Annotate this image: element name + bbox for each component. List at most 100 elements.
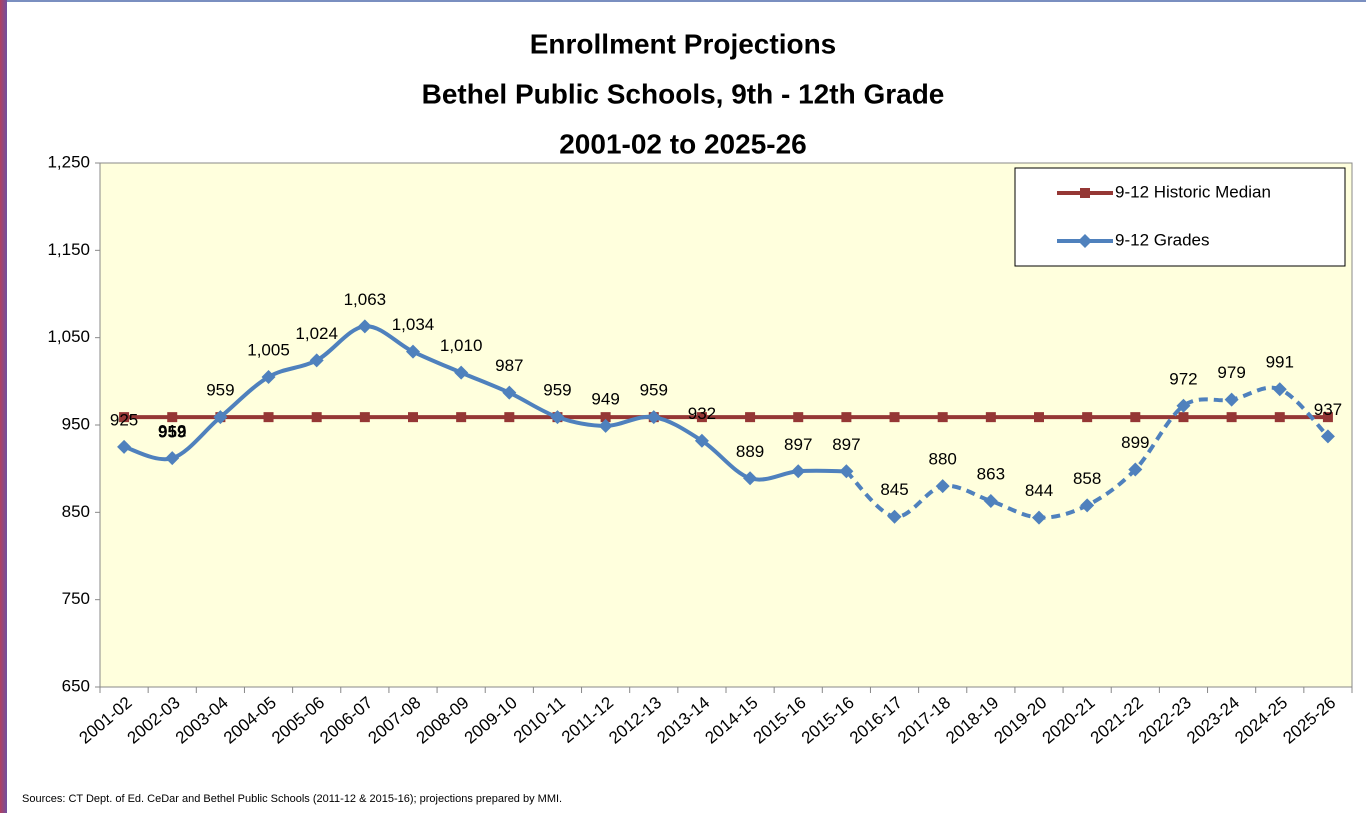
marker xyxy=(743,471,758,486)
x-tick-label: 2015-16 xyxy=(798,693,858,748)
legend-box xyxy=(1014,167,1346,267)
marker xyxy=(213,410,228,425)
marker xyxy=(1176,398,1191,413)
marker xyxy=(117,439,132,454)
x-tick-label: 2010-11 xyxy=(510,693,569,747)
x-tick-label: 2023-24 xyxy=(1183,693,1243,748)
data-label: 959 xyxy=(158,423,186,442)
x-tick-label: 2007-08 xyxy=(364,693,424,748)
x-tick-label: 2024-25 xyxy=(1231,693,1291,748)
x-tick-label: 2004-05 xyxy=(220,693,280,748)
y-tick-label: 750 xyxy=(62,589,90,608)
data-label: 858 xyxy=(1073,469,1101,488)
data-label: 897 xyxy=(832,435,860,454)
x-tick-label: 2018-19 xyxy=(942,693,1002,748)
marker xyxy=(456,412,467,423)
x-tick-label: 2008-09 xyxy=(413,693,473,748)
marker xyxy=(1274,412,1285,423)
legend-label: 9-12 Grades xyxy=(1115,230,1210,249)
data-label: 899 xyxy=(1121,433,1149,452)
marker xyxy=(1224,392,1239,407)
x-tick-label: 2003-04 xyxy=(172,693,232,748)
marker xyxy=(1272,382,1287,397)
marker xyxy=(839,464,854,479)
chart-title: 2001-02 to 2025-26 xyxy=(559,128,807,159)
marker xyxy=(359,412,370,423)
marker xyxy=(841,412,852,423)
marker xyxy=(408,412,418,423)
x-tick-label: 2019-20 xyxy=(990,693,1050,748)
chart-title: Enrollment Projections xyxy=(530,28,837,59)
marker xyxy=(598,418,613,433)
data-label: 1,010 xyxy=(440,336,483,355)
x-tick-label: 2006-07 xyxy=(316,693,376,748)
marker xyxy=(646,410,661,425)
data-label: 959 xyxy=(640,381,668,400)
marker xyxy=(263,412,274,423)
data-label: 925 xyxy=(110,410,138,429)
data-label: 912 xyxy=(158,422,186,441)
data-label: 880 xyxy=(929,450,957,469)
chart-title: Bethel Public Schools, 9th - 12th Grade xyxy=(422,78,945,109)
y-tick-label: 1,150 xyxy=(47,240,90,259)
marker xyxy=(119,412,130,423)
x-tick-label: 2001-02 xyxy=(76,693,136,748)
y-tick-label: 950 xyxy=(62,414,90,433)
source-note: Sources: CT Dept. of Ed. CeDar and Bethe… xyxy=(22,793,562,805)
marker xyxy=(889,412,900,423)
data-label: 863 xyxy=(977,464,1005,483)
data-label: 1,034 xyxy=(392,315,435,334)
marker xyxy=(406,344,420,359)
marker xyxy=(1226,412,1237,423)
marker xyxy=(1082,412,1093,423)
data-label: 932 xyxy=(688,404,716,423)
top-border xyxy=(7,0,1366,2)
marker xyxy=(1032,510,1046,525)
marker xyxy=(1078,234,1092,248)
marker xyxy=(793,412,804,423)
marker xyxy=(600,412,611,423)
marker xyxy=(261,369,276,384)
marker xyxy=(937,412,948,423)
marker xyxy=(309,353,324,368)
series-line xyxy=(123,324,847,482)
y-tick-label: 1,050 xyxy=(47,327,90,346)
marker xyxy=(1080,188,1090,198)
marker xyxy=(1322,412,1333,423)
data-label: 972 xyxy=(1169,369,1197,388)
x-tick-label: 2025-26 xyxy=(1279,693,1339,748)
marker xyxy=(791,464,806,479)
marker xyxy=(1128,462,1143,477)
marker xyxy=(1034,412,1044,423)
x-tick-label: 2021-22 xyxy=(1087,693,1147,748)
data-label: 979 xyxy=(1217,363,1245,382)
marker xyxy=(935,479,950,494)
x-tick-label: 2015-16 xyxy=(750,693,810,748)
edge-strip xyxy=(0,0,7,813)
data-label: 1,005 xyxy=(247,340,290,359)
marker xyxy=(454,365,469,380)
x-tick-label: 2009-10 xyxy=(461,693,521,748)
marker xyxy=(165,451,180,466)
legend: 9-12 Historic Median 9-12 Grades xyxy=(1014,167,1346,267)
x-tick-label: 2011-12 xyxy=(558,693,617,747)
data-label: 991 xyxy=(1266,353,1294,372)
marker xyxy=(167,412,178,423)
x-tick-label: 2014-15 xyxy=(702,693,762,748)
marker xyxy=(502,385,517,400)
y-tick-label: 650 xyxy=(62,676,90,695)
x-tick-label: 2016-17 xyxy=(846,693,906,748)
data-label: 889 xyxy=(736,442,764,461)
x-tick-label: 2022-23 xyxy=(1135,693,1195,748)
marker xyxy=(357,319,372,334)
x-tick-label: 2017-18 xyxy=(894,693,954,748)
data-label: 1,063 xyxy=(344,290,387,309)
y-tick-label: 1,250 xyxy=(47,152,90,171)
marker xyxy=(745,412,756,423)
marker xyxy=(985,412,996,423)
x-tick-label: 2020-21 xyxy=(1039,693,1099,748)
data-label: 987 xyxy=(495,356,523,375)
marker xyxy=(311,412,322,423)
